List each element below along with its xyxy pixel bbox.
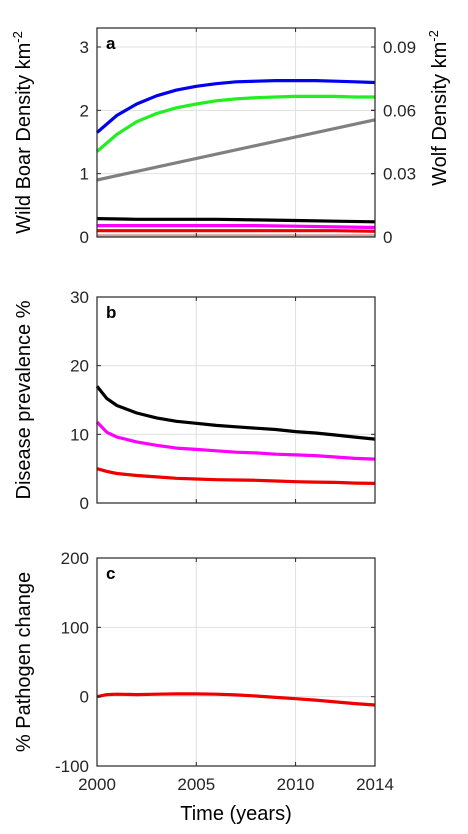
y-tick-label: 200 xyxy=(61,549,89,568)
x-tick-label: 2014 xyxy=(356,775,394,794)
y-axis-label-superscript: -2 xyxy=(10,31,25,43)
panel-label: a xyxy=(106,34,116,53)
plot-frame xyxy=(96,27,376,238)
series-line-c-0 xyxy=(96,692,376,707)
y-tick-label: 10 xyxy=(70,425,89,444)
plot-frame xyxy=(96,296,376,504)
y-axis-label: % Pathogen change xyxy=(13,572,35,752)
y-right-tick-label: 0.03 xyxy=(383,165,416,184)
series-line-a-5 xyxy=(97,229,376,233)
series-line-b-0 xyxy=(95,385,376,441)
x-tick-label: 2000 xyxy=(78,775,116,794)
y-tick-label: 0 xyxy=(80,494,89,513)
series-line-a-2 xyxy=(96,118,376,182)
series-line-b-1 xyxy=(95,420,376,461)
y-tick-label: -100 xyxy=(55,757,89,776)
series-line-a-3 xyxy=(96,217,376,224)
panel-b: 0 10 20 30 b Disease prevalence % xyxy=(13,288,376,513)
y-tick-label: 20 xyxy=(70,357,89,376)
y-tick-label: 30 xyxy=(70,288,89,307)
panel-a: 0 1 2 3 0 0.03 0.06 0.09 a Wild Boar Density km-2… xyxy=(10,27,451,247)
y-tick-label: 2 xyxy=(80,101,89,120)
y-right-tick-label: 0.09 xyxy=(383,38,416,57)
x-tick-label: 2010 xyxy=(277,775,315,794)
y-tick-label: 0 xyxy=(80,688,89,707)
series-line-a-1 xyxy=(95,94,375,153)
y-tick-label: 1 xyxy=(80,165,89,184)
series-line-a-0 xyxy=(95,78,376,134)
y-axis-label: Disease prevalence % xyxy=(13,300,35,499)
plot-frame xyxy=(96,557,376,767)
y-right-axis-label: Wolf Density km-2 xyxy=(426,30,451,186)
panel-c: -100 0 100 200 2000 2005 2010 2014 c % Pathogen c… xyxy=(13,549,394,825)
y-right-tick-label: 0.06 xyxy=(383,101,416,120)
y-tick-label: 0 xyxy=(80,228,89,247)
panel-label: b xyxy=(106,303,116,322)
panel-label: c xyxy=(106,564,115,583)
y-tick-label: 100 xyxy=(61,618,89,637)
series-line-b-2 xyxy=(96,467,376,485)
x-tick-label: 2005 xyxy=(177,775,215,794)
series-line-a-4 xyxy=(97,224,376,230)
y-axis-label: Wild Boar Density km-2 xyxy=(10,31,35,234)
y-tick-label: 3 xyxy=(80,38,89,57)
y-right-axis-label-superscript: -2 xyxy=(426,30,441,42)
y-right-tick-label: 0 xyxy=(383,228,392,247)
x-axis-label: Time (years) xyxy=(180,803,291,825)
